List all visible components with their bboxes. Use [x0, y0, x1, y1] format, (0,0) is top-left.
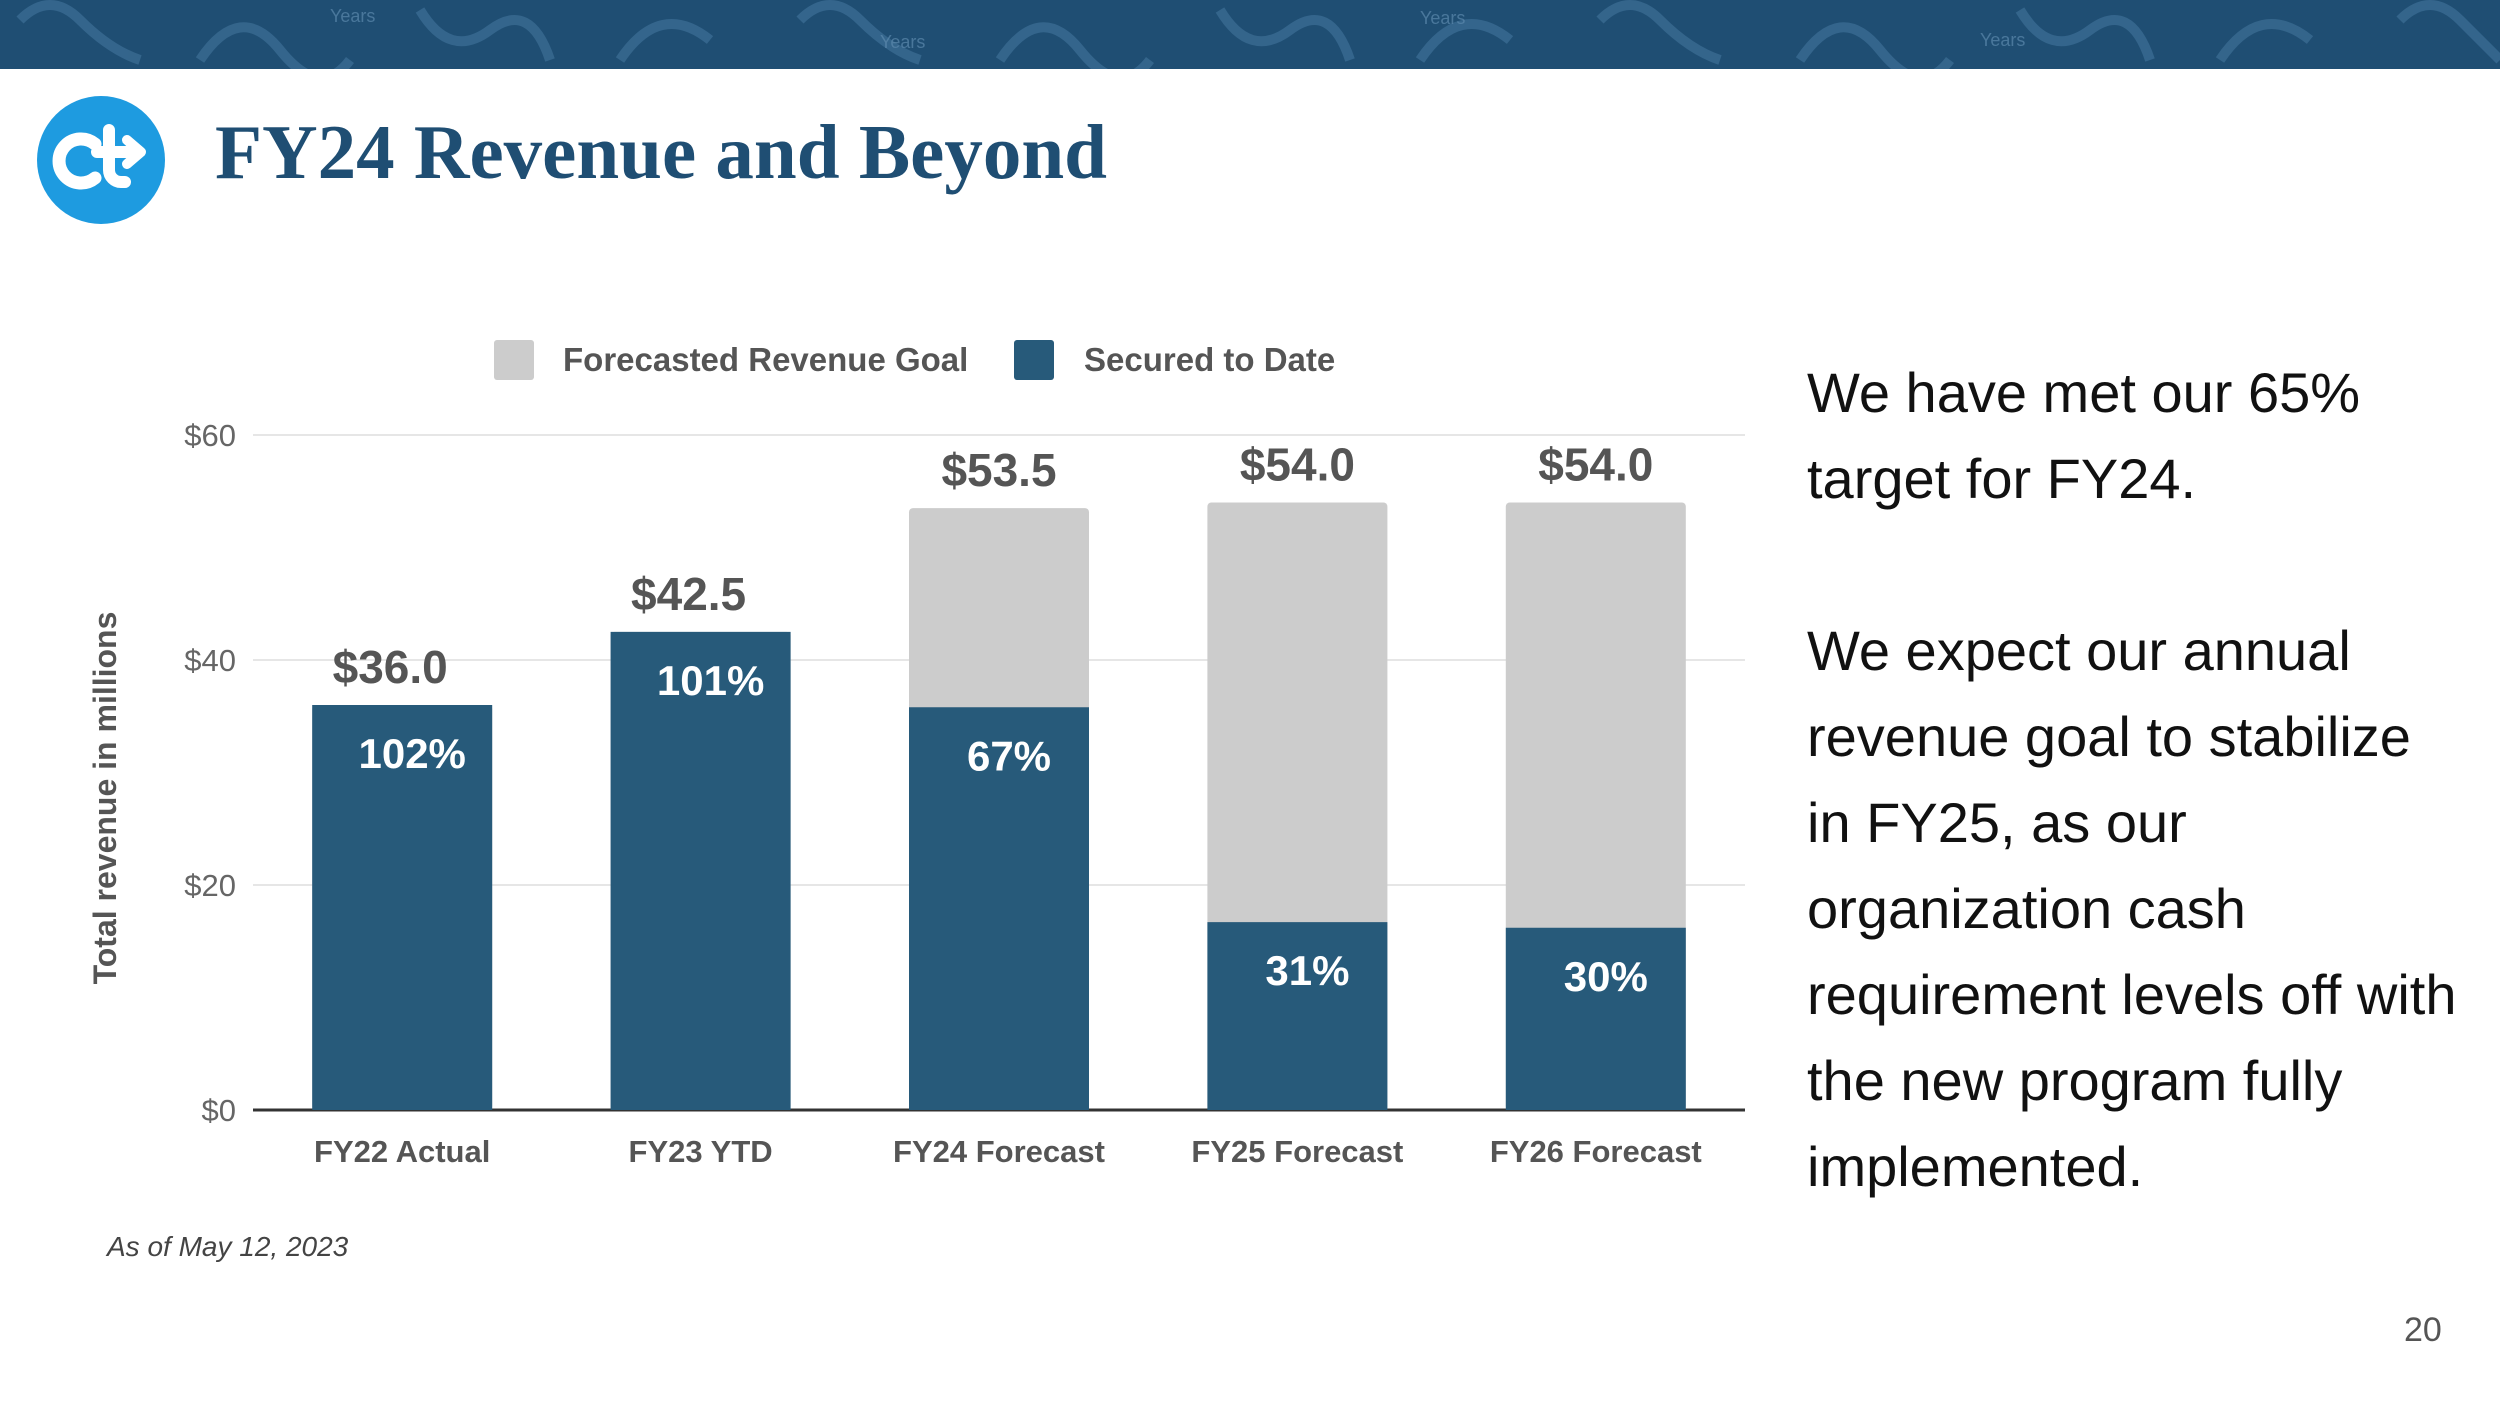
- y-tick-label: $60: [184, 418, 236, 453]
- x-tick-label: FY22 Actual: [314, 1134, 490, 1169]
- secured-percent-label: 101%: [657, 657, 764, 704]
- as-of-date-note: As of May 12, 2023: [107, 1231, 349, 1262]
- chart-legend: Forecasted Revenue Goal Secured to Date: [494, 340, 1335, 380]
- banner-text: Years: [330, 6, 375, 26]
- goal-value-label: $54.0: [1538, 439, 1653, 491]
- side-commentary: We have met our 65% target for FY24. We …: [1807, 350, 2467, 1210]
- ct-logo-icon: [37, 96, 165, 224]
- banner-text: Years: [1420, 8, 1465, 28]
- secured-percent-label: 102%: [358, 730, 465, 777]
- bar-secured: [1207, 922, 1388, 1110]
- goal-value-label: $42.5: [631, 568, 746, 620]
- bars: $36.0 102% $42.5 101% $53.5 67% $54.0 31% $54.0 3…: [312, 439, 1686, 1110]
- revenue-bar-chart: Forecasted Revenue Goal Secured to Date …: [87, 340, 1745, 1169]
- goal-value-label: $36.0: [333, 641, 448, 693]
- y-axis-ticks: $0 $20 $40 $60: [184, 418, 236, 1128]
- goal-value-label: $54.0: [1240, 439, 1355, 491]
- bar-secured: [1505, 927, 1686, 1110]
- secured-percent-label: 30%: [1564, 953, 1648, 1000]
- goal-value-label: $53.5: [941, 444, 1056, 496]
- y-axis-label: Total revenue in millions: [87, 612, 123, 985]
- x-tick-label: FY24 Forecast: [893, 1134, 1105, 1169]
- legend-label-goal: Forecasted Revenue Goal: [563, 341, 968, 378]
- legend-label-secured: Secured to Date: [1084, 341, 1335, 378]
- x-tick-label: FY25 Forecast: [1191, 1134, 1403, 1169]
- banner-pattern: Years Years Years Years: [16, 0, 2500, 69]
- page-number: 20: [2404, 1311, 2442, 1349]
- top-banner: Years Years Years Years: [0, 0, 2500, 69]
- commentary-paragraph-2: We expect our annual revenue goal to sta…: [1807, 619, 2457, 1198]
- banner-text: Years: [880, 32, 925, 52]
- commentary-paragraph-1: We have met our 65% target for FY24.: [1807, 361, 2361, 510]
- y-tick-label: $40: [184, 643, 236, 678]
- secured-percent-label: 31%: [1265, 947, 1349, 994]
- y-tick-label: $0: [202, 1093, 236, 1128]
- bar-secured: [909, 707, 1089, 1110]
- legend-swatch-goal: [494, 340, 534, 380]
- bar-secured: [312, 705, 493, 1110]
- x-tick-label: FY26 Forecast: [1490, 1134, 1702, 1169]
- secured-percent-label: 67%: [967, 732, 1051, 779]
- y-tick-label: $20: [184, 868, 236, 903]
- page-title: FY24 Revenue and Beyond: [215, 109, 1108, 195]
- bar-secured: [610, 631, 791, 1110]
- legend-swatch-secured: [1014, 340, 1054, 380]
- x-tick-label: FY23 YTD: [629, 1134, 773, 1169]
- banner-text: Years: [1980, 30, 2025, 50]
- x-axis-ticks: FY22 Actual FY23 YTD FY24 Forecast FY25 For…: [314, 1134, 1702, 1169]
